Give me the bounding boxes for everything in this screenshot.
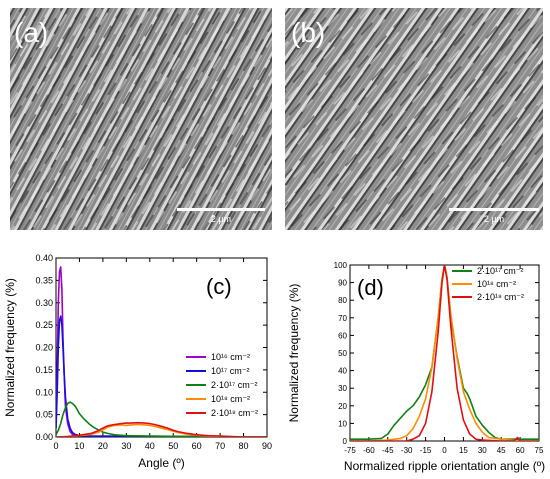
series-line-2	[56, 315, 267, 437]
y-tick-label: 40	[338, 367, 347, 376]
panel-a-label: (a)	[14, 17, 48, 48]
x-tick-label: 45	[497, 446, 506, 455]
scale-bar-b-label: 2 µm	[484, 214, 504, 224]
x-tick-label: 60	[516, 446, 525, 455]
scale-bar-b	[449, 208, 539, 211]
y-tick-label: 100	[334, 261, 348, 270]
y-tick-label: 80	[338, 296, 347, 305]
x-tick-label: 40	[145, 441, 155, 451]
sem-texture-b	[285, 8, 543, 230]
legend-label: 10¹⁸ cm⁻²	[211, 394, 250, 404]
series-line-2	[350, 265, 539, 441]
legend-label: 2·10¹⁷ cm⁻²	[477, 266, 524, 276]
x-tick-label: 30	[478, 446, 487, 455]
y-tick-label: 0.00	[35, 432, 53, 442]
y-tick-label: 0	[343, 437, 348, 446]
y-axis-label: Normalized frequency (%)	[3, 278, 17, 417]
x-tick-label: 10	[74, 441, 84, 451]
x-tick-label: 80	[239, 441, 249, 451]
x-tick-label: 0	[442, 446, 447, 455]
x-tick-label: -30	[401, 446, 413, 455]
x-tick-label: 70	[215, 441, 225, 451]
y-tick-label: 0.35	[35, 275, 53, 285]
y-tick-label: 0.20	[35, 343, 53, 353]
x-tick-label: 60	[192, 441, 202, 451]
panel-b: (b) 2 µm	[285, 8, 543, 230]
y-tick-label: 90	[338, 279, 347, 288]
x-tick-label: 0	[53, 441, 58, 451]
x-tick-label: 75	[535, 446, 544, 455]
x-tick-label: -75	[344, 446, 356, 455]
scale-bar-a	[177, 208, 265, 211]
y-tick-label: 20	[338, 402, 347, 411]
x-tick-label: -45	[382, 446, 394, 455]
legend-label: 10¹⁸ cm⁻²	[477, 279, 516, 289]
series-line-3	[56, 401, 267, 437]
panel-a: (a) 2 µm	[10, 8, 272, 230]
y-axis-label: Normalized frequency (%)	[287, 284, 301, 423]
y-tick-label: 0.40	[35, 253, 53, 263]
x-axis-label: Normalized ripple orientation angle (º)	[344, 459, 545, 473]
x-tick-label: 20	[98, 441, 108, 451]
x-tick-label: 15	[459, 446, 468, 455]
sem-texture-a	[10, 8, 272, 230]
y-tick-label: 30	[338, 384, 347, 393]
chart-c: 0 10 20 30 40 50 60 70 80 90 0.00 0.05 0.10 0.15 0.20 0…	[3, 253, 272, 470]
legend-label: 2·10¹⁷ cm⁻²	[211, 380, 258, 390]
y-tick-label: 0.25	[35, 320, 53, 330]
panel-label: (d)	[357, 275, 384, 300]
y-tick-label: 10	[338, 419, 347, 428]
series-line-5	[56, 421, 267, 437]
x-axis-label: Angle (º)	[138, 456, 184, 470]
series-line-3	[350, 265, 539, 441]
y-tick-label: 70	[338, 314, 347, 323]
x-tick-label: 90	[262, 441, 272, 451]
y-tick-label: 50	[338, 349, 347, 358]
x-tick-label: -15	[420, 446, 432, 455]
y-tick-label: 60	[338, 331, 347, 340]
panel-label: (c)	[206, 274, 232, 299]
x-tick-label: 30	[121, 441, 131, 451]
y-tick-label: 0.05	[35, 410, 53, 420]
legend-label: 10¹⁷ cm⁻²	[211, 366, 250, 376]
x-tick-label: -60	[363, 446, 375, 455]
series-group	[56, 266, 267, 437]
legend-label: 10¹⁶ cm⁻²	[211, 352, 250, 362]
legend-label: 2·10¹⁸ cm⁻²	[211, 408, 258, 418]
scale-bar-a-label: 2 µm	[211, 214, 231, 224]
x-tick-label: 50	[168, 441, 178, 451]
series-group	[350, 265, 539, 441]
panel-b-label: (b)	[291, 17, 325, 48]
chart-d: -75 -60 -45 -30 -15 0 15 30 45 60 75 0 10 20 30 40 50 60 7…	[287, 261, 545, 473]
legend-label: 2·10¹⁸ cm⁻²	[477, 292, 524, 302]
y-tick-label: 0.10	[35, 387, 53, 397]
y-tick-label: 0.15	[35, 365, 53, 375]
y-tick-label: 0.30	[35, 298, 53, 308]
